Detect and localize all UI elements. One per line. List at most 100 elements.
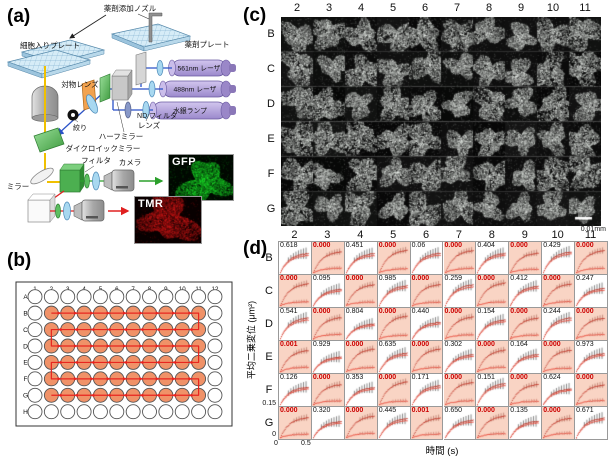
scan-arrow (155, 393, 160, 398)
well-empty (191, 404, 207, 420)
msd-plot-cell-G2: 0.000 (279, 407, 312, 440)
msd-curves (476, 244, 508, 274)
well-empty (60, 404, 76, 420)
msd-plot-cell-F2: 0.126 (279, 374, 312, 407)
p-value: 0.353 (345, 374, 364, 381)
msd-curves (344, 310, 376, 340)
plate-row-label: G (23, 393, 28, 400)
plot-col-label: 8 (488, 229, 495, 241)
well-empty (43, 404, 59, 420)
msd-plot-cell-E11: 0.973 (575, 341, 608, 374)
msd-plot-cell-F10: 0.624 (542, 374, 576, 407)
plot-row-label: B (265, 251, 273, 264)
p-value: 0.000 (477, 407, 495, 414)
scan-arrow (188, 327, 193, 332)
scan-arrow (171, 360, 177, 365)
laser-561-label: 561nm レーザ (178, 65, 221, 73)
msd-plot-cell-D11: 0.000 (575, 308, 608, 341)
msd-curves (575, 244, 607, 274)
scan-arrow (57, 377, 62, 381)
scan-arrow (155, 377, 160, 381)
msd-plot-cell-F7: 0.000 (443, 374, 477, 407)
msd-curves (443, 376, 475, 406)
plot-row-label: E (265, 350, 273, 363)
gfp-micrograph (169, 155, 233, 200)
msd-plot-cell-F8: 0.151 (476, 374, 510, 407)
scan-arrow (106, 311, 111, 315)
msd-plot-cell-F5: 0.000 (377, 374, 411, 407)
well-empty (27, 322, 43, 338)
scan-arrow (106, 377, 111, 381)
scan-arrow (122, 377, 128, 381)
well-empty (27, 404, 43, 420)
msd-plot-cell-C7: 0.259 (443, 275, 477, 308)
p-value: 0.618 (280, 242, 298, 249)
panel-b-well-plate: 123456789101112ABCDEFGH (15, 281, 233, 427)
montage-col-label: 8 (485, 2, 493, 14)
p-value: 0.000 (576, 242, 594, 249)
cell-plate-label: 細胞入りプレート (20, 40, 80, 50)
drug-plate-label: 薬剤プレート (185, 39, 230, 49)
msd-curves (542, 343, 574, 373)
micrograph-montage (281, 17, 601, 226)
p-value: 0.000 (312, 374, 331, 381)
filter-label: フィルタ (81, 156, 111, 165)
msd-curves (377, 343, 409, 373)
panel-b-label: (b) (7, 250, 32, 271)
msd-plot-cell-B2: 0.618 (279, 242, 312, 275)
gfp-label: GFP (172, 156, 197, 168)
y-tick-top: 0.15 (262, 400, 276, 407)
well-empty (109, 404, 125, 420)
x-tick-zero: 0 (274, 440, 278, 447)
optical-setup-drawing: 薬剤添加ノズル 細胞入りプレート 薬剤プレート 561nm レーザ 488nm … (7, 3, 236, 223)
p-value: 0.429 (543, 242, 561, 249)
msd-curves (410, 244, 442, 274)
scan-arrow (73, 327, 78, 332)
iris-icon (67, 109, 79, 121)
plot-col-label: 9 (521, 229, 528, 241)
scan-arrow (139, 360, 144, 365)
msd-curves (344, 343, 376, 373)
msd-plot-cell-C4: 0.000 (344, 275, 378, 308)
camera-gfp-icon (103, 169, 135, 192)
msd-curves (279, 244, 310, 274)
nd-filter-icon (124, 101, 132, 119)
montage-col-label: 3 (325, 2, 333, 14)
half-mirror-plate-icon (135, 51, 147, 86)
scan-arrow (57, 327, 62, 332)
scan-path (50, 312, 200, 396)
half-mirror-label: ハーフミラー (99, 132, 144, 141)
p-value: 0.650 (444, 407, 463, 414)
dichroic-label: ダイクロイックミラー (66, 143, 141, 153)
plate-row-label: E (23, 360, 28, 367)
p-value: 0.000 (378, 308, 397, 315)
scan-arrow (73, 311, 79, 315)
msd-curves (377, 409, 409, 439)
msd-curves (443, 244, 475, 274)
well-empty (158, 289, 174, 305)
scan-arrow (90, 327, 95, 332)
well-empty (207, 354, 223, 370)
scan-arrow (90, 393, 95, 398)
p-value: 0.001 (280, 341, 298, 348)
panel-c-label: (c) (243, 5, 267, 26)
msd-plot-cell-G10: 0.000 (542, 407, 576, 440)
scan-arrow (172, 344, 177, 348)
scan-arrow (106, 393, 111, 398)
p-value: 0.804 (345, 308, 364, 315)
scan-arrow (171, 393, 177, 398)
msd-plot-cell-B4: 0.451 (344, 242, 378, 275)
scan-arrow (106, 344, 111, 348)
scan-arrow (57, 344, 62, 348)
msd-plot-cell-D3: 0.000 (311, 308, 345, 341)
msd-plot-cell-G4: 0.000 (344, 407, 378, 440)
x-axis-label: 時間 (s) (425, 446, 459, 457)
p-value: 0.929 (312, 341, 331, 348)
msd-curves (443, 310, 475, 340)
p-value: 0.404 (477, 242, 495, 249)
msd-curves (509, 310, 541, 340)
p-value: 0.000 (280, 275, 298, 282)
well-empty (174, 289, 190, 305)
scan-arrow (90, 344, 95, 348)
plot-col-label: 3 (324, 229, 331, 241)
